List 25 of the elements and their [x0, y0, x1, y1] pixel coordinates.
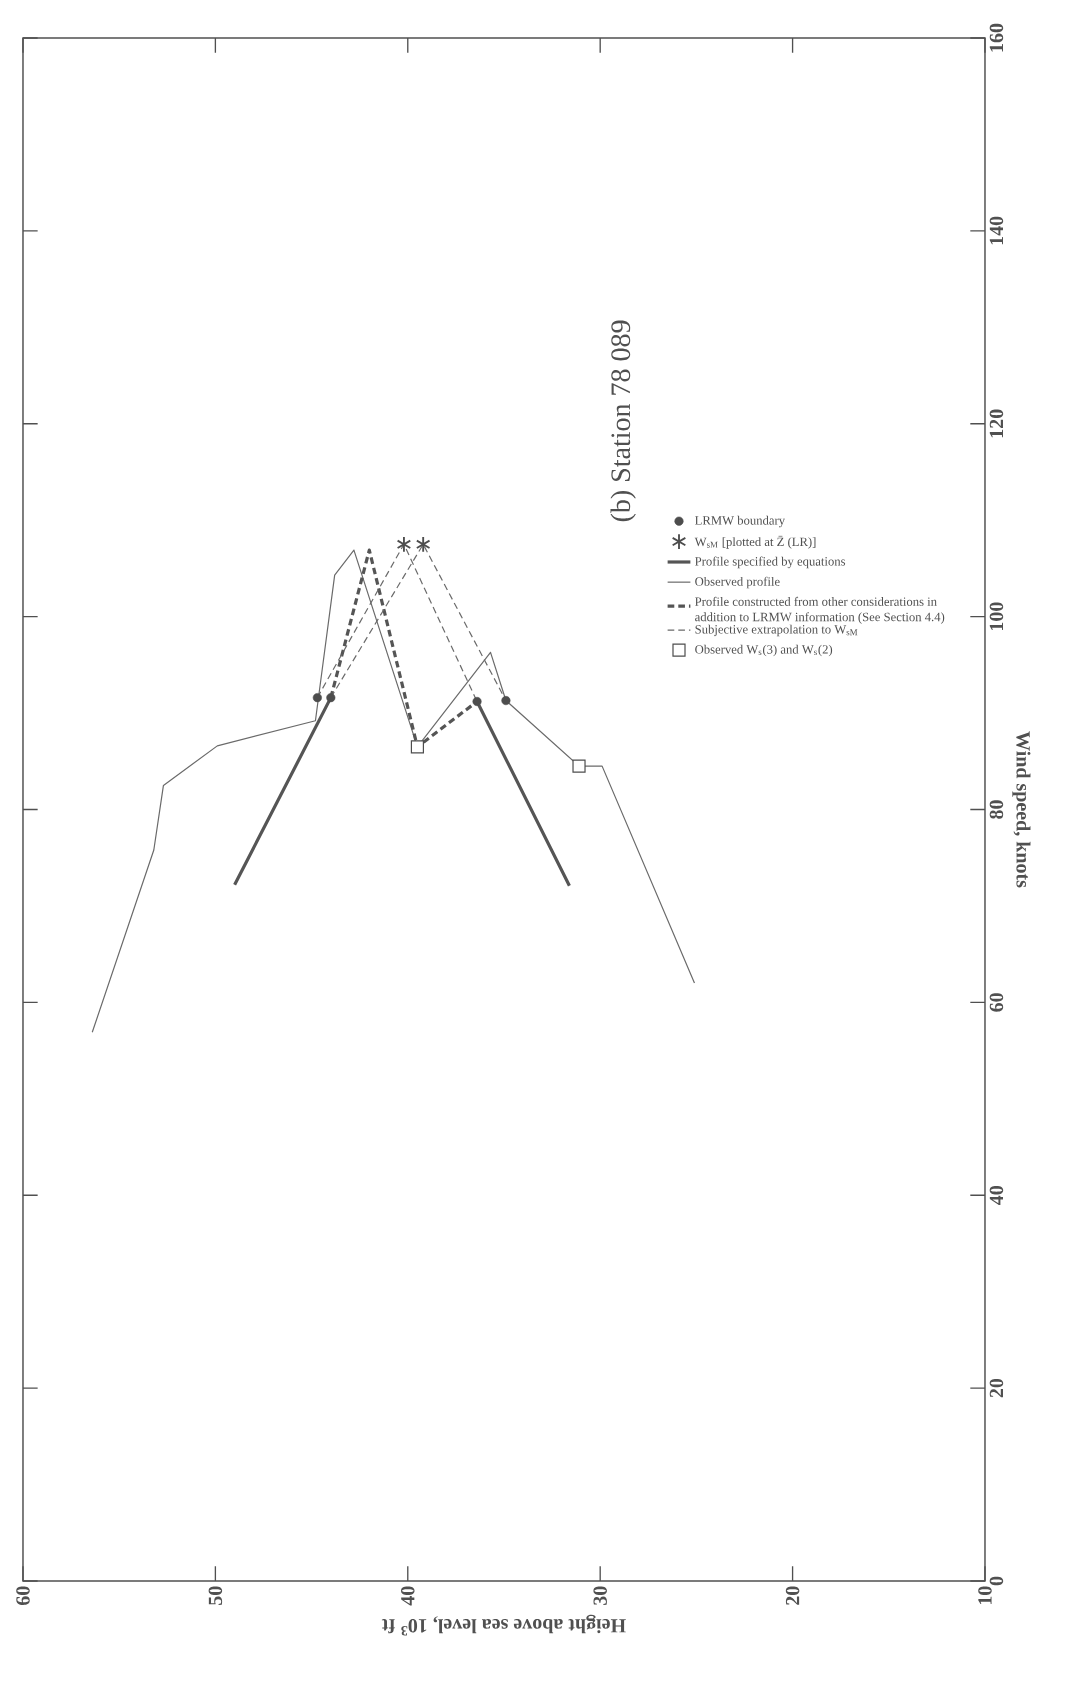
y-tick-label: 120 [989, 409, 1004, 438]
text: (b) Station 78 089 [610, 320, 636, 522]
legend-label: Profile specified by equations [695, 556, 846, 569]
legend-label: Profile constructed from other considerations in addition to LRMW information (See Section 4.4) [695, 596, 945, 624]
legend-label: W$_{sM}$ [plotted at Z̄ (LR)] [694, 535, 816, 549]
legend-label: Observed profile [695, 576, 780, 589]
x-tick-label: 40 [401, 1586, 415, 1606]
y-tick-label: 40 [989, 1186, 1004, 1205]
x-axis-title: Height above sea level, 10$^{3}$ ft [381, 1614, 626, 1636]
y-tick-label: 80 [989, 800, 1004, 819]
y-tick-label: 20 [989, 1378, 1004, 1398]
x-tick-label: 20 [785, 1586, 800, 1605]
y-tick-label: 0 [989, 1576, 1004, 1586]
legend-label: LRMW boundary [695, 515, 786, 528]
legend-label: Subjective extrapolation to W$_{sM}$ [695, 624, 858, 637]
x-tick-label: 30 [593, 1586, 607, 1605]
legend-label: Observed W$_{s}$(3) and W$_{s}$(2) [695, 644, 833, 657]
x-tick-label: 10 [978, 1586, 992, 1605]
y-tick-label: 160 [989, 23, 1004, 52]
x-tick-label: 50 [208, 1586, 223, 1605]
y-tick-label: 60 [989, 993, 1004, 1012]
y-axis-title: Wind speed, knots [1012, 731, 1031, 888]
y-tick-label: 140 [989, 216, 1004, 245]
y-tick-label: 100 [989, 602, 1004, 631]
x-tick-label: 60 [16, 1586, 30, 1606]
